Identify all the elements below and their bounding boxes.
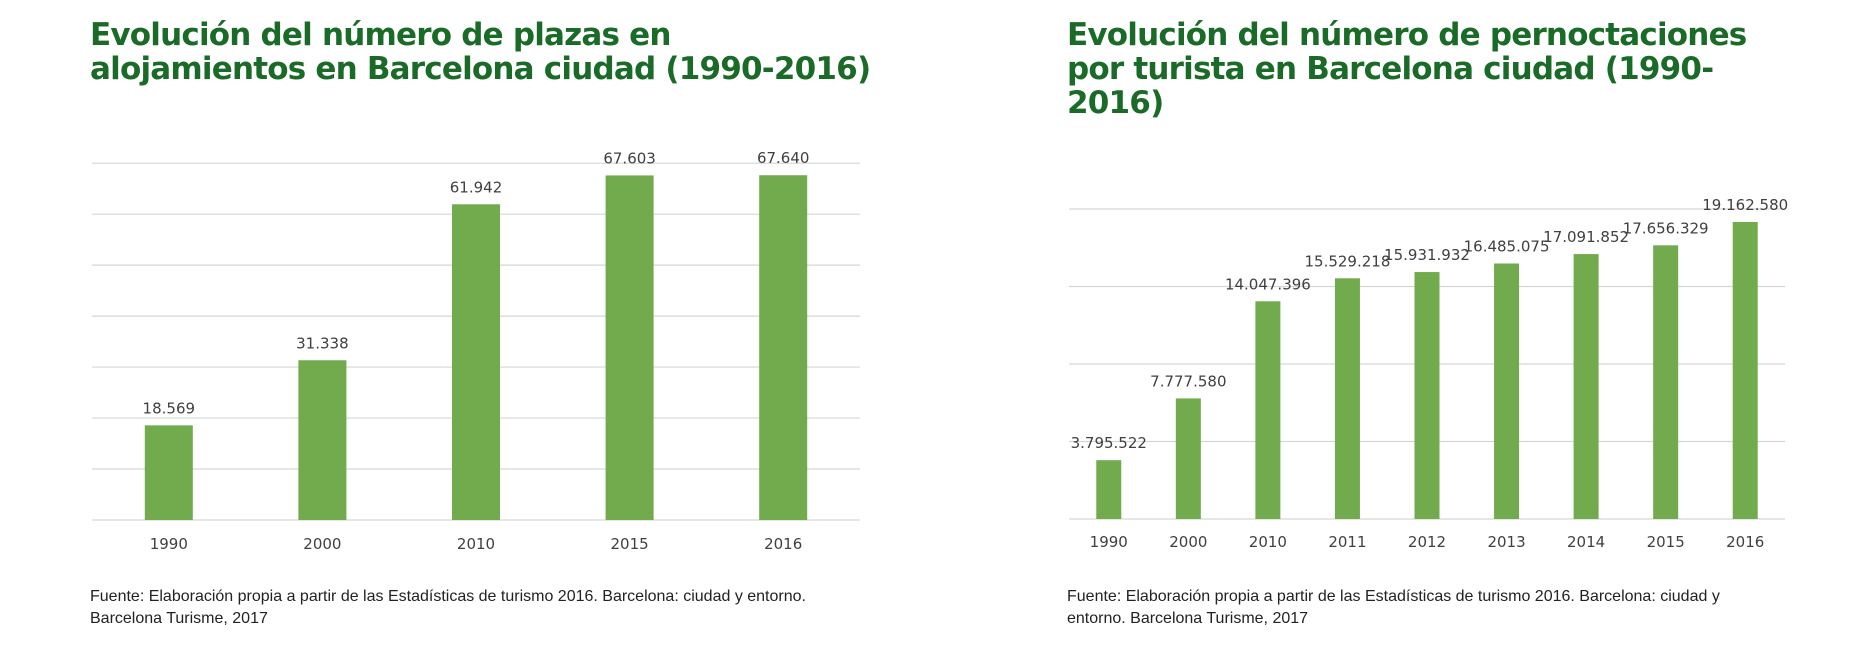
bar <box>452 204 500 520</box>
data-label: 67.603 <box>603 149 656 167</box>
data-label: 18.569 <box>143 399 196 417</box>
right-bar-chart: 3.795.522 1990 7.777.580 2000 14.047.396 2010… <box>1069 196 1788 551</box>
right-chart-panel: Evolución del número de pernoctaciones p… <box>1067 0 1827 664</box>
x-tick-label: 2011 <box>1328 533 1366 551</box>
data-label: 3.795.522 <box>1071 434 1147 452</box>
data-label: 15.529.218 <box>1304 252 1390 270</box>
x-tick-label: 1990 <box>1090 533 1128 551</box>
x-tick-label: 2016 <box>1726 533 1764 551</box>
x-tick-label: 2013 <box>1487 533 1525 551</box>
data-label: 67.640 <box>757 149 810 167</box>
data-label: 31.338 <box>296 334 349 352</box>
x-tick-label: 2010 <box>1249 533 1287 551</box>
bar <box>298 360 347 520</box>
bar <box>1175 398 1201 519</box>
bar <box>144 425 193 520</box>
data-label: 15.931.932 <box>1384 246 1470 264</box>
bar <box>1573 254 1599 519</box>
bar <box>1334 278 1360 519</box>
data-label: 14.047.396 <box>1225 275 1311 293</box>
x-tick-label: 2010 <box>457 535 495 553</box>
data-label: 7.777.580 <box>1150 372 1226 390</box>
right-chart-title: Evolución del número de pernoctaciones p… <box>1067 17 1747 121</box>
x-tick-label: 2015 <box>1647 533 1685 551</box>
bar <box>1653 245 1679 519</box>
data-label: 17.656.329 <box>1623 219 1709 237</box>
data-label: 61.942 <box>450 178 503 196</box>
bar <box>1096 460 1122 519</box>
bar <box>1255 301 1281 519</box>
x-tick-label: 2000 <box>1169 533 1207 551</box>
x-tick-label: 2016 <box>764 535 802 553</box>
right-chart-source: Fuente: Elaboración propia a partir de l… <box>1067 588 1720 627</box>
data-label: 19.162.580 <box>1702 196 1788 214</box>
data-label: 17.091.852 <box>1543 228 1629 246</box>
bar <box>1414 272 1440 519</box>
x-tick-label: 2000 <box>303 535 341 553</box>
data-label: 16.485.075 <box>1464 237 1550 255</box>
x-tick-label: 2012 <box>1408 533 1446 551</box>
bar <box>759 175 808 520</box>
left-chart-source: Fuente: Elaboración propia a partir de l… <box>90 588 806 627</box>
x-tick-label: 1990 <box>150 535 188 553</box>
bar <box>605 175 654 520</box>
left-chart-title: Evolución del número de plazas en alojam… <box>90 17 871 87</box>
x-tick-label: 2015 <box>611 535 649 553</box>
bar <box>1732 221 1758 519</box>
x-tick-label: 2014 <box>1567 533 1605 551</box>
left-bar-chart: 18.569 1990 31.338 2000 61.942 2010 67.603 2015… <box>92 149 860 553</box>
bar <box>1494 263 1520 519</box>
left-chart-panel: Evolución del número de plazas en alojam… <box>90 0 890 664</box>
